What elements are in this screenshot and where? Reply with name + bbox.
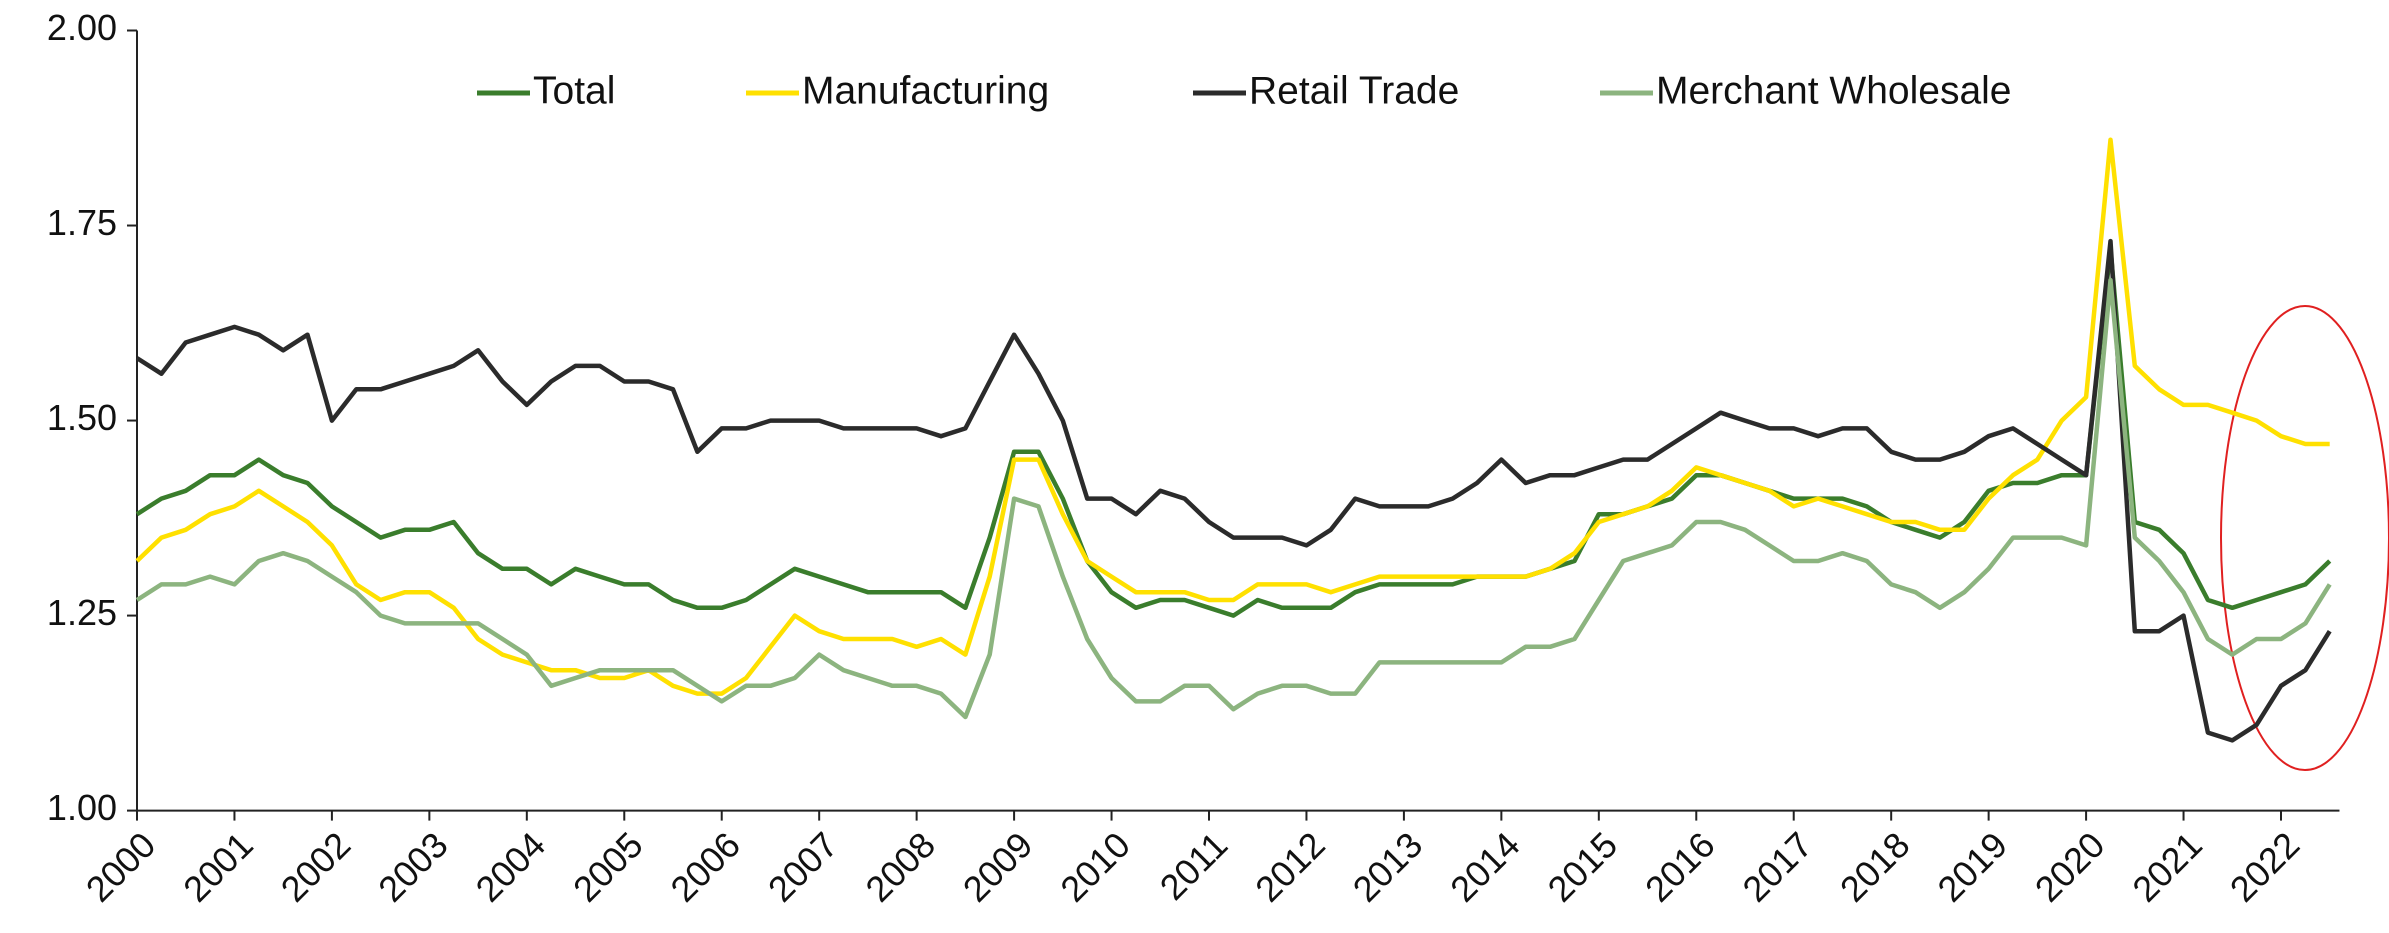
x-tick-label: 2022 bbox=[2222, 824, 2308, 910]
x-tick-label: 2002 bbox=[273, 824, 359, 910]
x-tick-label: 2001 bbox=[175, 824, 261, 910]
x-tick-label: 2019 bbox=[1929, 824, 2015, 910]
y-tick-label: 1.50 bbox=[47, 397, 117, 438]
x-tick-label: 2014 bbox=[1442, 824, 1528, 910]
x-tick-label: 2004 bbox=[468, 824, 554, 910]
series-line bbox=[135, 246, 2332, 618]
x-tick-label: 2018 bbox=[1832, 824, 1918, 910]
x-tick-label: 2003 bbox=[370, 824, 456, 910]
series-line bbox=[135, 137, 2330, 696]
x-tick-label: 2020 bbox=[2027, 824, 2113, 910]
y-tick-label: 2.00 bbox=[47, 7, 117, 48]
x-tick-label: 2008 bbox=[857, 824, 943, 910]
legend-label: Merchant Wholesale bbox=[1656, 69, 2012, 112]
legend-label: Total bbox=[533, 69, 615, 112]
legend-label: Manufacturing bbox=[802, 69, 1049, 112]
x-tick-label: 2006 bbox=[662, 824, 748, 910]
x-tick-label: 2017 bbox=[1734, 824, 1820, 910]
x-tick-label: 2013 bbox=[1345, 824, 1431, 910]
x-tick-label: 2009 bbox=[955, 824, 1041, 910]
y-tick-label: 1.75 bbox=[47, 202, 117, 243]
y-tick-label: 1.25 bbox=[47, 592, 117, 633]
legend-label: Retail Trade bbox=[1249, 69, 1459, 112]
y-tick-label: 1.00 bbox=[47, 787, 117, 828]
x-tick-label: 2005 bbox=[565, 824, 651, 910]
series-line bbox=[135, 238, 2332, 743]
x-tick-label: 2007 bbox=[760, 824, 846, 910]
x-tick-label: 2016 bbox=[1637, 824, 1723, 910]
x-tick-label: 2000 bbox=[78, 824, 164, 910]
x-tick-label: 2015 bbox=[1540, 824, 1626, 910]
x-tick-label: 2021 bbox=[2124, 824, 2210, 910]
x-tick-label: 2010 bbox=[1052, 824, 1138, 910]
series-line bbox=[135, 277, 2332, 720]
x-tick-label: 2012 bbox=[1247, 824, 1333, 910]
x-tick-label: 2011 bbox=[1152, 824, 1236, 908]
highlight-ellipse bbox=[2220, 305, 2389, 771]
